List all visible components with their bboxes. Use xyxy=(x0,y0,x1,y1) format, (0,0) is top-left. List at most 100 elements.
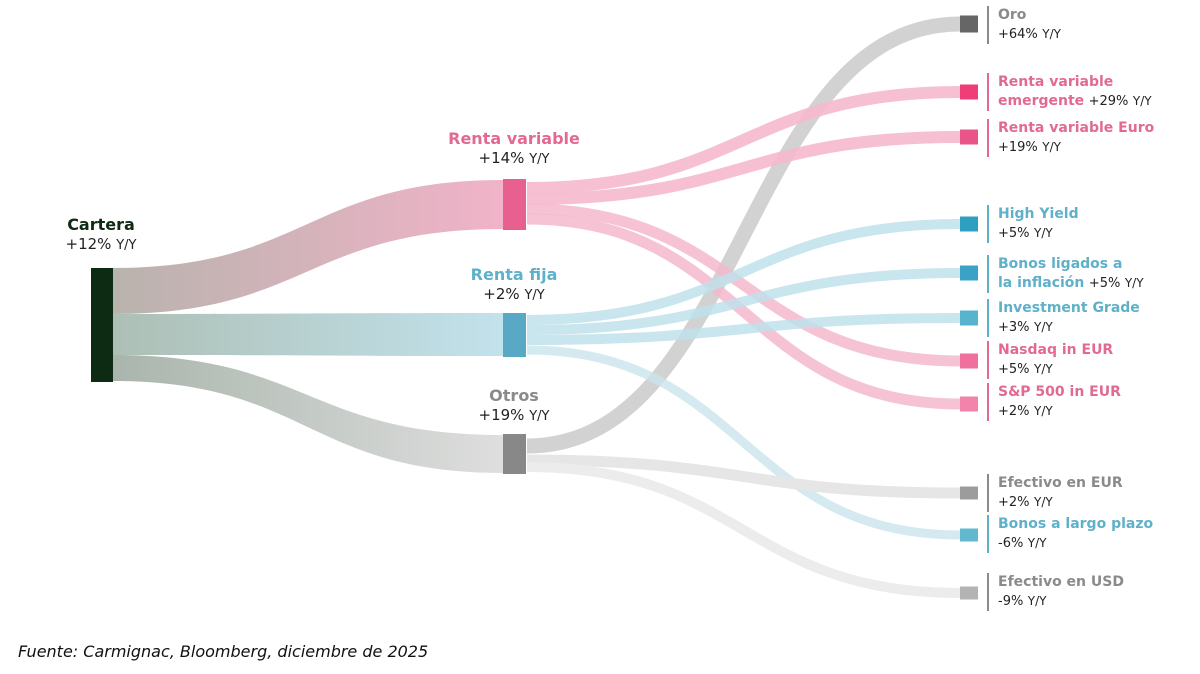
unit-suffix: Y/Y xyxy=(1027,594,1047,608)
value-text: +29% xyxy=(1088,94,1129,109)
link-rv-nasdaq xyxy=(526,203,961,367)
leaf-label-efectivo-usd: Efectivo en USD -9% Y/Y xyxy=(987,573,1124,611)
leaf-value: -9% Y/Y xyxy=(998,592,1124,611)
leaf-value: la inflación +5% Y/Y xyxy=(998,274,1144,293)
node-value-cartera: +12% Y/Y xyxy=(66,235,137,254)
leaf-label-bonos-ligados-inflacion: Bonos ligados a la inflación +5% Y/Y xyxy=(987,255,1144,293)
link-rv-euro xyxy=(526,131,961,205)
leaf-name: Bonos a largo plazo xyxy=(998,516,1154,532)
link-otros-efectivo-eur xyxy=(526,454,961,499)
node-name-renta-fija: Renta fija xyxy=(470,265,558,284)
leaf-value: +19% Y/Y xyxy=(998,138,1154,157)
leaf-label-renta-variable-emergente: Renta variable emergente +29% Y/Y xyxy=(987,73,1152,111)
unit-suffix: Y/Y xyxy=(1027,536,1047,550)
value-text: +2% xyxy=(998,404,1030,419)
leaf-name: Investment Grade xyxy=(998,300,1140,316)
leaf-label-investment-grade: Investment Grade +3% Y/Y xyxy=(987,299,1140,337)
leaf-name: S&P 500 in EUR xyxy=(998,384,1121,400)
link-otros-efectivo-usd xyxy=(526,462,961,598)
leaf-value: +3% Y/Y xyxy=(998,318,1140,337)
leaf-name: High Yield xyxy=(998,206,1079,222)
leaf-node-0 xyxy=(960,15,978,33)
link-rv-emergente xyxy=(526,86,961,194)
value-text: -6% xyxy=(998,536,1024,551)
leaf-name: Efectivo en USD xyxy=(998,574,1124,590)
link-cartera-renta-variable xyxy=(112,180,503,314)
leaf-name: Nasdaq in EUR xyxy=(998,342,1114,358)
leaf-node-4 xyxy=(960,265,978,281)
link-otros-oro xyxy=(526,16,961,454)
value-text: +5% xyxy=(998,362,1030,377)
leaf-name: Efectivo en EUR xyxy=(998,475,1123,491)
value-text: +2% xyxy=(998,495,1030,510)
value-text: +3% xyxy=(998,320,1030,335)
unit-suffix: Y/Y xyxy=(529,152,550,167)
leaf-node-8 xyxy=(960,486,978,500)
link-rf-largo-plazo xyxy=(526,345,961,540)
leaf-name: Renta variable xyxy=(998,74,1114,90)
leaf-value: +64% Y/Y xyxy=(998,25,1061,44)
value-text: +64% xyxy=(998,27,1038,42)
leaf-node-1 xyxy=(960,84,978,100)
unit-suffix: Y/Y xyxy=(1033,362,1053,376)
link-cartera-renta-fija xyxy=(112,313,503,356)
leaf-name-line2: la inflación xyxy=(998,275,1085,291)
value-text: +2% xyxy=(483,285,520,303)
node-name-renta-variable: Renta variable xyxy=(448,129,580,148)
leaf-node-2 xyxy=(960,129,978,145)
value-text: +5% xyxy=(998,226,1030,241)
node-label-renta-variable: Renta variable +14% Y/Y xyxy=(448,129,580,168)
node-label-otros: Otros +19% Y/Y xyxy=(479,386,550,425)
leaf-name-line2: emergente xyxy=(998,93,1085,109)
leaf-node-5 xyxy=(960,310,978,326)
leaf-name: Oro xyxy=(998,7,1027,23)
unit-suffix: Y/Y xyxy=(1124,276,1144,290)
leaf-node-9 xyxy=(960,528,978,542)
node-cartera xyxy=(91,268,113,382)
node-value-otros: +19% Y/Y xyxy=(479,406,550,425)
leaf-label-renta-variable-euro: Renta variable Euro +19% Y/Y xyxy=(987,119,1154,157)
leaf-node-6 xyxy=(960,353,978,369)
leaf-label-efectivo-eur: Efectivo en EUR +2% Y/Y xyxy=(987,474,1123,512)
node-label-cartera: Cartera +12% Y/Y xyxy=(66,215,137,254)
leaf-label-bonos-largo-plazo: Bonos a largo plazo -6% Y/Y xyxy=(987,515,1153,553)
link-rf-inflacion xyxy=(526,268,961,335)
leaf-name: Renta variable Euro xyxy=(998,120,1155,136)
leaf-value: emergente +29% Y/Y xyxy=(998,92,1152,111)
leaf-label-oro: Oro +64% Y/Y xyxy=(987,6,1061,44)
leaf-label-nasdaq-eur: Nasdaq in EUR +5% Y/Y xyxy=(987,341,1113,379)
node-otros xyxy=(503,434,526,474)
leaf-value: +2% Y/Y xyxy=(998,402,1121,421)
node-value-renta-variable: +14% Y/Y xyxy=(448,149,580,168)
unit-suffix: Y/Y xyxy=(1132,94,1152,108)
unit-suffix: Y/Y xyxy=(1033,495,1053,509)
leaf-label-sp500-eur: S&P 500 in EUR +2% Y/Y xyxy=(987,383,1121,421)
value-text: +12% xyxy=(65,235,112,253)
leaf-node-10 xyxy=(960,586,978,600)
unit-suffix: Y/Y xyxy=(524,288,545,303)
leaf-label-high-yield: High Yield +5% Y/Y xyxy=(987,205,1079,243)
node-renta-fija xyxy=(503,313,526,357)
unit-suffix: Y/Y xyxy=(1033,226,1053,240)
value-text: +19% xyxy=(998,140,1038,155)
unit-suffix: Y/Y xyxy=(1042,27,1061,41)
unit-suffix: Y/Y xyxy=(1033,320,1053,334)
node-label-renta-fija: Renta fija +2% Y/Y xyxy=(471,265,558,304)
leaf-value: +2% Y/Y xyxy=(998,493,1123,512)
leaf-node-3 xyxy=(960,216,978,232)
leaf-value: +5% Y/Y xyxy=(998,224,1079,243)
value-text: +14% xyxy=(478,149,525,167)
source-note: Fuente: Carmignac, Bloomberg, diciembre … xyxy=(18,642,429,661)
link-rv-sp500 xyxy=(526,213,961,410)
leaf-name: Bonos ligados a xyxy=(998,256,1123,272)
node-renta-variable xyxy=(503,179,526,230)
node-name-otros: Otros xyxy=(489,386,539,405)
unit-suffix: Y/Y xyxy=(116,238,137,253)
value-text: +19% xyxy=(478,406,525,424)
leaf-node-7 xyxy=(960,396,978,412)
unit-suffix: Y/Y xyxy=(1042,140,1061,154)
link-rf-investment-grade xyxy=(526,313,961,345)
value-text: -9% xyxy=(998,594,1024,609)
link-rf-high-yield xyxy=(526,219,961,325)
